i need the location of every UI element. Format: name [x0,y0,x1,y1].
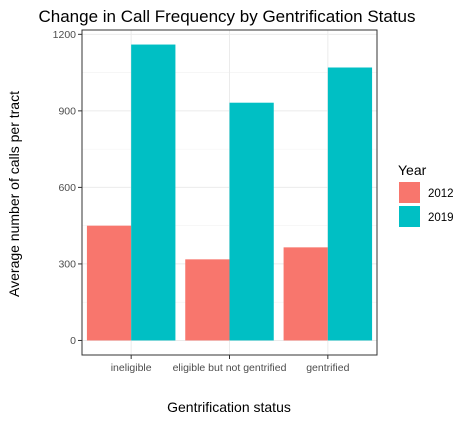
legend-key-2019 [399,206,420,227]
x-tick-label: ineligible [111,362,152,374]
y-tick-label: 0 [70,335,76,347]
x-axis-ticks: ineligible eligible but not gentrified gen… [111,355,350,374]
bar-2012-1 [185,259,230,341]
bar-2019-2 [327,67,373,341]
y-tick-label: 300 [58,258,76,270]
legend: Year 2012 2019 [398,162,454,227]
bar-2019-0 [131,44,176,341]
bar-2019-1 [229,102,274,341]
x-tick-label: eligible but not gentrified [173,362,287,374]
bars [86,44,373,341]
legend-title: Year [398,162,427,178]
y-tick-label: 600 [58,182,76,194]
y-axis-ticks: 0 300 600 900 1200 [53,29,82,347]
legend-label-2019: 2019 [428,212,454,224]
chart-title: Change in Call Frequency by Gentrificati… [38,7,415,26]
legend-key-2012 [399,182,420,203]
y-tick-label: 900 [58,105,76,117]
bar-2012-2 [283,247,328,341]
y-tick-label: 1200 [53,29,77,41]
x-axis-title: Gentrification status [167,399,291,415]
y-axis-title: Average number of calls per tract [6,91,22,297]
x-tick-label: gentrified [306,362,349,374]
legend-label-2012: 2012 [428,188,454,200]
bar-2012-0 [86,225,132,341]
